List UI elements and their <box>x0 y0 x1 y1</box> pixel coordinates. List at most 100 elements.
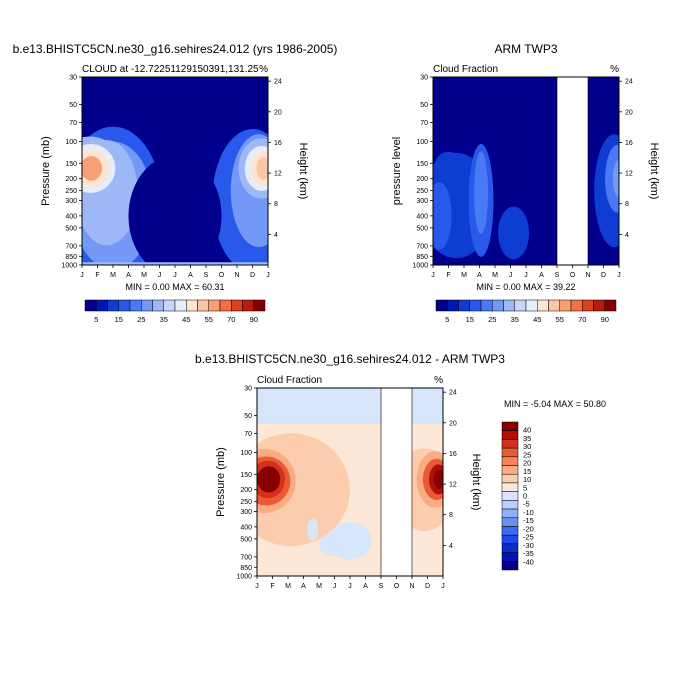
x-tick-label: S <box>204 272 209 279</box>
colorbar-swatch <box>492 299 504 312</box>
colorbar-swatch <box>152 299 164 312</box>
y-tick-label: 300 <box>416 198 428 205</box>
colorbar-swatch <box>458 299 470 312</box>
y-tick-label: 250 <box>65 188 77 195</box>
x-tick-label: M <box>316 583 322 590</box>
panel-subtitle-left: Cloud Fraction <box>433 64 498 75</box>
colorbar-label: 20 <box>523 459 531 468</box>
y-tick-label: 850 <box>240 565 252 572</box>
contour-region <box>82 156 103 181</box>
x-tick-label: A <box>477 272 482 279</box>
panel-subtitle-right: % <box>434 375 443 386</box>
stats-text: MIN = 0.00 MAX = 39.22 <box>476 282 575 292</box>
x-tick-label: A <box>301 583 306 590</box>
y-tick-label: 850 <box>416 254 428 261</box>
height-tick-label: 24 <box>274 79 282 86</box>
y-tick-label: 200 <box>416 176 428 183</box>
height-tick-label: 24 <box>625 79 633 86</box>
y-tick-label: 500 <box>65 225 77 232</box>
colorbar-swatch <box>501 526 519 536</box>
height-tick-label: 8 <box>274 201 278 208</box>
y-tick-label: 100 <box>240 450 252 457</box>
y-tick-label: 150 <box>416 161 428 168</box>
colorbar-label: 25 <box>523 450 531 459</box>
panel-obs-cloud: ARM TWP3 Cloud Fraction % J F M A M J J A S O N D J 3… <box>391 42 660 324</box>
y-tick-label: 50 <box>244 413 252 420</box>
colorbar-label: 5 <box>445 315 449 324</box>
colorbar-label: 40 <box>523 426 531 435</box>
colorbar-swatch <box>469 299 482 312</box>
panel-model-cloud: b.e13.BHISTC5CN.ne30_g16.sehires24.012 (… <box>13 42 338 324</box>
colorbar-label: 10 <box>523 475 531 484</box>
y-tick-label: 200 <box>240 487 252 494</box>
y-tick-label: 500 <box>416 225 428 232</box>
y-tick-label: 400 <box>65 213 77 220</box>
x-tick-label: J <box>524 272 528 279</box>
x-tick-label: A <box>363 583 368 590</box>
colorbar-label: 35 <box>511 315 519 324</box>
colorbar-swatch <box>480 299 493 312</box>
contour-region <box>262 470 277 488</box>
x-tick-label: M <box>141 272 147 279</box>
colorbar-swatch <box>501 491 519 501</box>
x-tick-label: M <box>461 272 467 279</box>
colorbar-swatch <box>129 299 142 312</box>
x-tick-label: S <box>379 583 384 590</box>
height-tick-label: 8 <box>625 201 629 208</box>
missing-data-column <box>381 388 412 576</box>
y-axis-label: Pressure (mb) <box>40 136 52 206</box>
x-tick-label: J <box>255 583 259 590</box>
colorbar-swatch <box>197 299 209 312</box>
x-tick-label: J <box>431 272 435 279</box>
contour-region <box>433 470 443 489</box>
height-tick-label: 4 <box>625 232 629 239</box>
colorbar-label: 55 <box>556 315 564 324</box>
height-tick-label: 20 <box>449 420 457 427</box>
contour-region <box>434 151 463 182</box>
y-tick-label: 30 <box>244 386 252 393</box>
colorbar-label: -30 <box>523 541 534 550</box>
colorbar-label: 5 <box>523 483 527 492</box>
colorbar-label: 55 <box>205 315 213 324</box>
colorbar-label: 35 <box>160 315 168 324</box>
colorbar-swatch <box>84 299 97 312</box>
colorbar-label: 45 <box>533 315 541 324</box>
colorbar-swatch <box>501 465 519 475</box>
x-tick-label: J <box>333 583 337 590</box>
colorbar-label: 25 <box>488 315 496 324</box>
colorbar-label: 0 <box>523 492 527 501</box>
colorbar-swatch <box>118 299 131 312</box>
colorbar-swatch <box>559 299 572 312</box>
colorbar-swatch <box>501 439 519 449</box>
y-tick-label: 200 <box>65 176 77 183</box>
colorbar-label: 70 <box>578 315 586 324</box>
x-tick-label: O <box>219 272 225 279</box>
height-tick-label: 16 <box>449 451 457 458</box>
height-tick-label: 4 <box>274 232 278 239</box>
colorbar-swatch <box>582 299 594 312</box>
colorbar-swatch <box>219 299 232 312</box>
panel-title: ARM TWP3 <box>494 42 557 56</box>
panel-subtitle-left: Cloud Fraction <box>257 375 322 386</box>
colorbar-label: 30 <box>523 442 531 451</box>
x-tick-label: D <box>250 272 255 279</box>
contour-region <box>612 159 619 198</box>
colorbar-swatch <box>604 299 617 312</box>
y-tick-label: 850 <box>65 254 77 261</box>
y-tick-label: 150 <box>65 161 77 168</box>
colorbar-swatch <box>570 299 583 312</box>
colorbar-swatch <box>253 299 266 312</box>
colorbar-swatch <box>525 299 538 312</box>
y-tick-label: 30 <box>69 75 77 82</box>
surface-band <box>82 262 268 265</box>
y-tick-label: 1000 <box>61 263 77 270</box>
colorbar: 5 15 25 35 45 55 70 90 <box>435 299 617 324</box>
height-tick-label: 4 <box>449 543 453 550</box>
colorbar-swatch <box>186 299 198 312</box>
y-tick-label: 250 <box>416 188 428 195</box>
colorbar-swatch <box>501 561 519 571</box>
colorbar-label: -15 <box>523 516 534 525</box>
y-tick-label: 70 <box>244 431 252 438</box>
height-tick-label: 20 <box>274 109 282 116</box>
colorbar-swatch <box>447 299 459 312</box>
